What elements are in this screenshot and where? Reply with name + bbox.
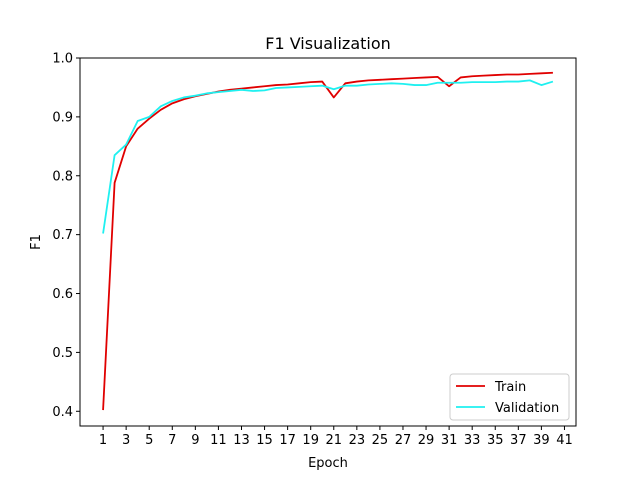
y-tick-label: 0.7 bbox=[52, 228, 73, 243]
x-tick-label: 15 bbox=[256, 433, 273, 448]
x-tick-label: 41 bbox=[556, 433, 573, 448]
y-axis-label: F1 bbox=[29, 234, 44, 250]
x-axis-ticks: 1 3 5 7 9 11 13 15 17 19 21 23 25 27 29 31 33 35 37 39 41 bbox=[99, 426, 573, 448]
x-tick-label: 37 bbox=[510, 433, 527, 448]
plot-frame bbox=[79, 57, 577, 427]
x-tick-label: 23 bbox=[349, 433, 366, 448]
x-tick-label: 17 bbox=[279, 433, 296, 448]
x-tick-label: 1 bbox=[99, 433, 107, 448]
x-tick-label: 7 bbox=[168, 433, 176, 448]
x-tick-label: 13 bbox=[233, 433, 250, 448]
y-tick-label: 0.6 bbox=[52, 287, 73, 302]
series-line-validation bbox=[102, 79, 554, 234]
x-tick-label: 31 bbox=[441, 433, 458, 448]
x-tick-label: 11 bbox=[210, 433, 227, 448]
x-tick-label: 9 bbox=[191, 433, 199, 448]
y-tick-label: 0.4 bbox=[52, 405, 73, 420]
x-tick-label: 19 bbox=[302, 433, 319, 448]
x-tick-label: 35 bbox=[487, 433, 504, 448]
x-tick-label: 27 bbox=[395, 433, 412, 448]
y-axis-ticks: 0.4 0.5 0.6 0.7 0.8 0.9 1.0 bbox=[52, 52, 80, 420]
x-axis-label: Epoch bbox=[308, 456, 348, 471]
x-tick-label: 21 bbox=[325, 433, 342, 448]
x-tick-label: 25 bbox=[372, 433, 389, 448]
legend-label-validation: Validation bbox=[495, 401, 559, 416]
series-line-train bbox=[102, 71, 553, 411]
x-tick-label: 39 bbox=[533, 433, 550, 448]
chart-title: F1 Visualization bbox=[265, 34, 391, 53]
y-tick-label: 1.0 bbox=[52, 52, 73, 67]
legend: Train Validation bbox=[449, 373, 570, 421]
legend-label-train: Train bbox=[494, 380, 526, 395]
y-tick-label: 0.9 bbox=[52, 110, 73, 125]
x-tick-label: 5 bbox=[145, 433, 153, 448]
y-tick-label: 0.8 bbox=[52, 169, 73, 184]
x-tick-label: 3 bbox=[122, 433, 130, 448]
plot-series bbox=[102, 71, 554, 411]
y-tick-label: 0.5 bbox=[52, 346, 73, 361]
x-tick-label: 33 bbox=[464, 433, 481, 448]
x-tick-label: 29 bbox=[418, 433, 435, 448]
